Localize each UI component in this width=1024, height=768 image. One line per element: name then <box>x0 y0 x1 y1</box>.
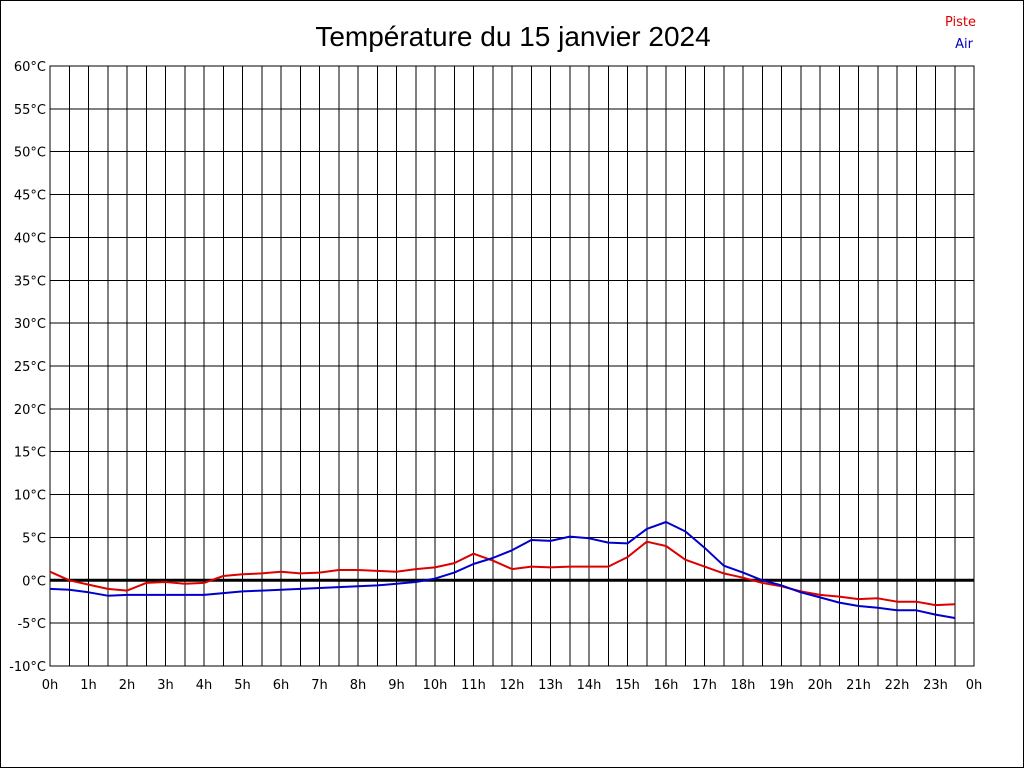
x-tick-label: 18h <box>731 678 756 693</box>
x-tick-label: 21h <box>846 678 871 693</box>
x-tick-label: 19h <box>769 678 794 693</box>
x-tick-label: 1h <box>80 678 97 693</box>
y-tick-label: 35°C <box>14 274 46 289</box>
y-tick-label: 0°C <box>22 574 46 589</box>
grid-lines <box>49 65 975 667</box>
y-axis-ticks: 60°C 55°C 50°C 45°C 40°C 35°C 30°C 25°C 20°C 15°C… <box>9 60 46 675</box>
y-tick-label: 40°C <box>14 231 46 246</box>
y-tick-label: -5°C <box>17 617 46 632</box>
x-tick-label: 12h <box>500 678 525 693</box>
y-tick-label: 10°C <box>14 489 46 504</box>
x-tick-label: 9h <box>388 678 405 693</box>
y-tick-label: 30°C <box>14 317 46 332</box>
chart-title: Température du 15 janvier 2024 <box>315 21 710 52</box>
x-tick-label: 6h <box>273 678 290 693</box>
x-tick-label: 23h <box>923 678 948 693</box>
x-tick-label: 15h <box>615 678 640 693</box>
plot-area-border <box>49 65 975 667</box>
y-tick-label: 5°C <box>22 531 46 546</box>
x-tick-label: 5h <box>234 678 251 693</box>
y-tick-label: -10°C <box>9 660 46 675</box>
y-tick-label: 45°C <box>14 189 46 204</box>
x-axis-ticks: 0h 1h 2h 3h 4h 5h 6h 7h 8h 9h 10h 11h 12h 13h 14h 15h 16… <box>42 678 983 693</box>
x-tick-label: 17h <box>692 678 717 693</box>
series-line-air <box>49 521 955 619</box>
legend: Piste Air <box>945 15 976 52</box>
y-tick-label: 60°C <box>14 60 46 75</box>
y-tick-label: 20°C <box>14 403 46 418</box>
x-tick-label: 8h <box>350 678 367 693</box>
x-tick-label: 11h <box>461 678 486 693</box>
x-tick-label: 20h <box>808 678 833 693</box>
series-lines <box>49 521 955 619</box>
x-tick-label: 2h <box>119 678 136 693</box>
series-line-piste <box>49 540 955 607</box>
x-tick-label: 7h <box>311 678 328 693</box>
x-tick-label: 0h <box>42 678 59 693</box>
y-tick-label: 50°C <box>14 146 46 161</box>
y-tick-label: 55°C <box>14 103 46 118</box>
x-tick-label: 10h <box>423 678 448 693</box>
legend-entry-air: Air <box>955 37 974 52</box>
x-tick-label: 16h <box>654 678 679 693</box>
legend-entry-piste: Piste <box>945 15 976 30</box>
x-tick-label: 14h <box>577 678 602 693</box>
y-tick-label: 25°C <box>14 360 46 375</box>
x-tick-label: 22h <box>885 678 910 693</box>
y-tick-label: 15°C <box>14 446 46 461</box>
x-tick-label: 4h <box>196 678 213 693</box>
x-tick-label: 0h <box>966 678 983 693</box>
x-tick-label: 3h <box>157 678 174 693</box>
x-tick-label: 13h <box>538 678 563 693</box>
